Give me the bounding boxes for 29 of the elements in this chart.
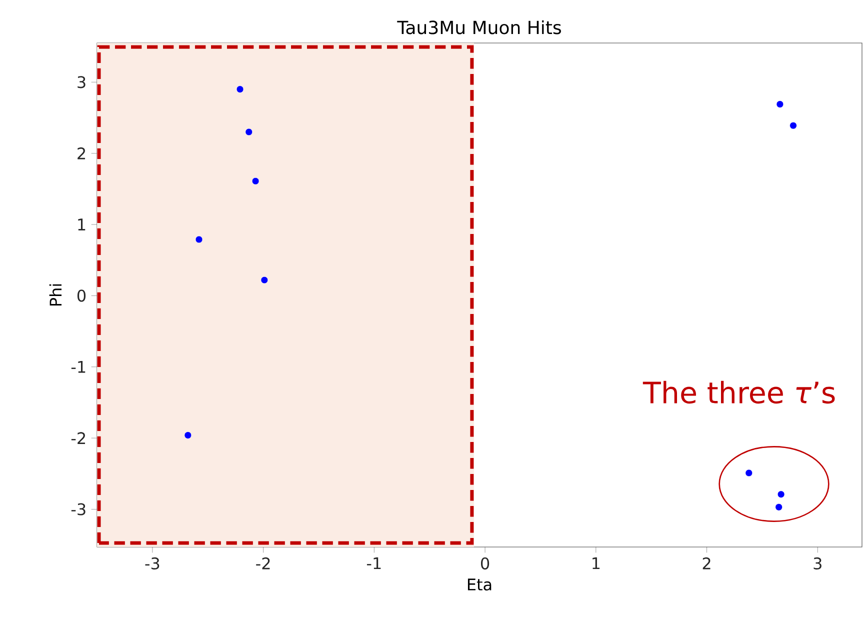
x-tick-label: 0 [481, 557, 490, 570]
point [775, 503, 783, 511]
point [745, 469, 753, 477]
point [260, 276, 268, 284]
y-tick-label: -2 [71, 432, 85, 444]
y-tick-label: 3 [78, 76, 86, 88]
point [184, 432, 192, 439]
x-tick-label: 1 [592, 557, 600, 570]
point [777, 490, 785, 498]
x-tick-label: 2 [702, 557, 710, 570]
point [245, 128, 253, 136]
point [195, 236, 203, 244]
point [252, 177, 260, 185]
x-tick-label: -3 [145, 557, 160, 570]
y-tick-label: -3 [71, 503, 86, 516]
x-axis-title: Eta [468, 578, 492, 591]
point [236, 86, 244, 93]
point [776, 100, 784, 108]
y-tick-label: 1 [78, 218, 86, 230]
annotation: The three τ’s [642, 380, 835, 404]
chart-title: Tau3Mu Muon Hits [397, 20, 561, 34]
point [790, 122, 797, 130]
y-tick-label: 2 [78, 147, 85, 160]
y-tick-label: 0 [77, 290, 86, 302]
y-tick-label: -1 [71, 361, 86, 373]
x-tick-label: -1 [366, 557, 381, 570]
y-axis-title: Phi [49, 284, 62, 306]
x-tick-label: -2 [256, 557, 270, 570]
x-tick-label: 3 [814, 557, 822, 570]
